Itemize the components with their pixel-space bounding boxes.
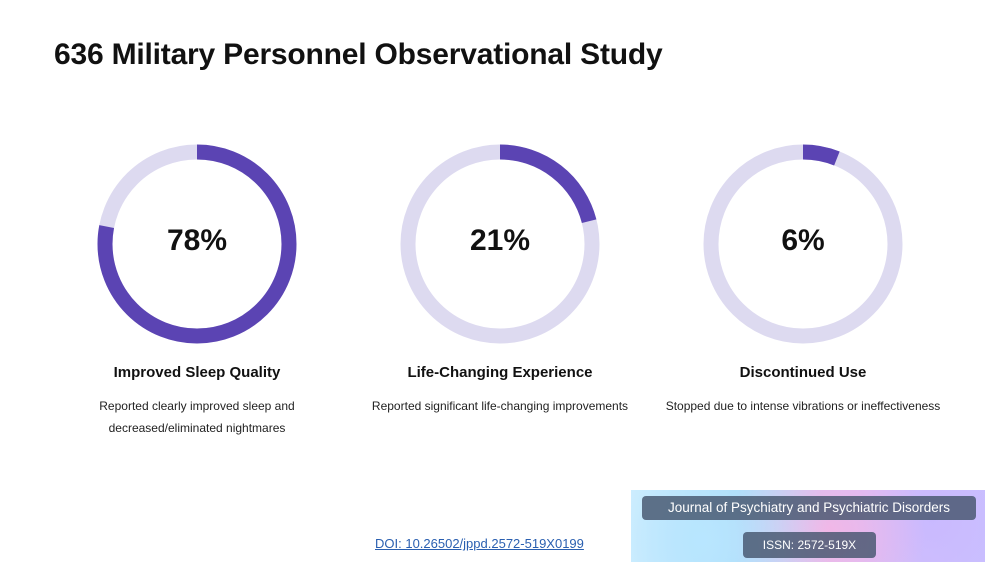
stat-label: Discontinued Use (739, 364, 867, 381)
journal-issn: ISSN: 2572-519X (743, 532, 876, 558)
donut-chart: 78% (91, 138, 303, 350)
percent-value: 78% (166, 224, 228, 257)
stat-card: 6% Discontinued Use Stopped due to inten… (643, 138, 963, 417)
donut-arc (400, 144, 600, 344)
journal-banner: Journal of Psychiatry and Psychiatric Di… (631, 490, 985, 562)
donut-svg (97, 144, 297, 344)
percent-value: 21% (469, 224, 531, 257)
donut-svg (400, 144, 600, 344)
page-title: 636 Military Personnel Observational Stu… (54, 38, 663, 71)
donut-chart: 6% (697, 138, 909, 350)
journal-title: Journal of Psychiatry and Psychiatric Di… (642, 496, 976, 520)
donut-arc (703, 144, 903, 344)
stat-description: Reported significant life-changing impro… (371, 399, 629, 413)
doi-link[interactable]: DOI: 10.26502/jppd.2572-519X0199 (375, 536, 584, 551)
stat-description: Reported clearly improved sleep and decr… (99, 399, 295, 435)
stat-card: 78% Improved Sleep Quality Reported clea… (37, 138, 357, 439)
donut-chart: 21% (394, 138, 606, 350)
donut-svg (703, 144, 903, 344)
stat-label: Life-Changing Experience (407, 364, 593, 381)
percent-value: 6% (781, 224, 825, 257)
stat-label: Improved Sleep Quality (113, 364, 281, 381)
donut-arc (97, 144, 297, 344)
stat-card: 21% Life-Changing Experience Reported si… (340, 138, 660, 417)
stat-description: Stopped due to intense vibrations or ine… (665, 399, 941, 413)
